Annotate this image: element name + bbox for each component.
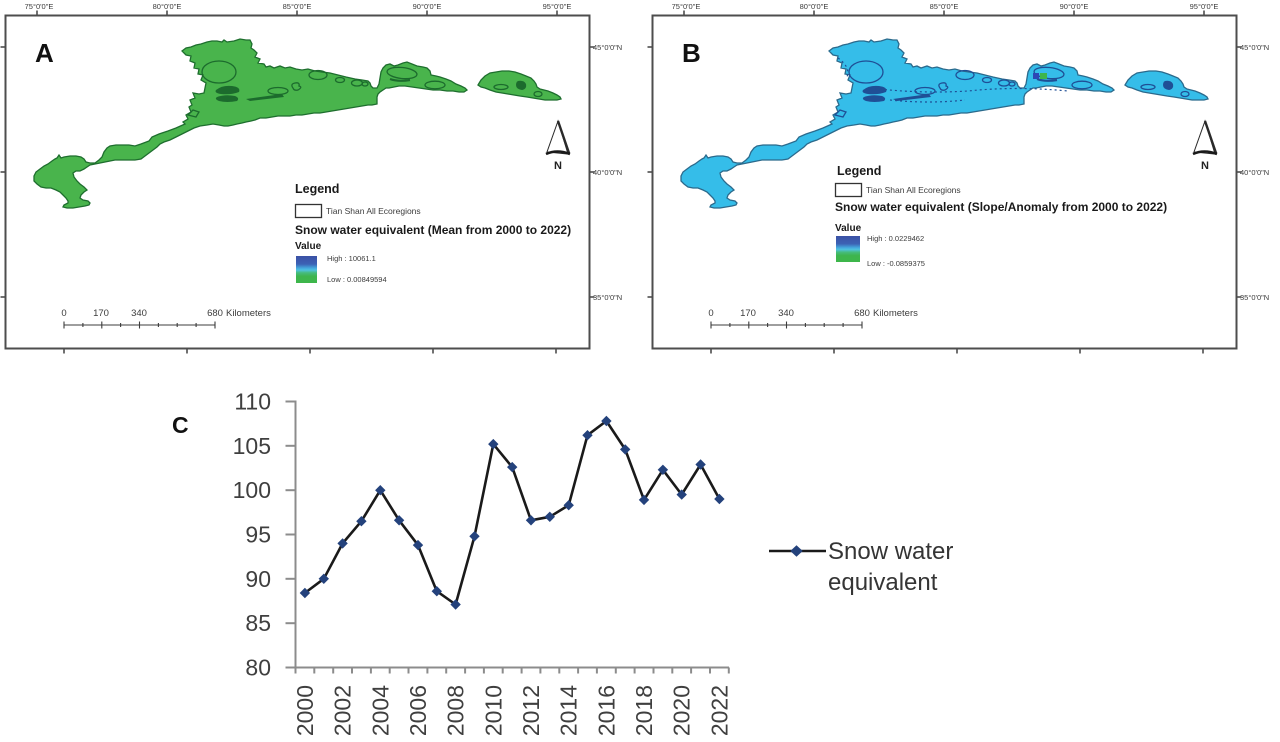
svg-text:Snow water: Snow water <box>828 538 953 565</box>
svg-text:45°0'0"N: 45°0'0"N <box>1240 43 1269 52</box>
svg-text:110: 110 <box>234 389 271 415</box>
svg-text:C: C <box>172 412 189 438</box>
svg-text:40°0'0"N: 40°0'0"N <box>1240 168 1269 177</box>
svg-text:2002: 2002 <box>330 685 356 736</box>
svg-text:Snow water equivalent (Slope/A: Snow water equivalent (Slope/Anomaly fro… <box>835 200 1167 214</box>
svg-text:2022: 2022 <box>706 685 732 736</box>
svg-text:35°0'0"N: 35°0'0"N <box>593 293 622 302</box>
svg-text:40°0'0"N: 40°0'0"N <box>593 168 622 177</box>
svg-text:High : 0.0229462: High : 0.0229462 <box>867 234 924 243</box>
svg-text:2014: 2014 <box>556 685 582 736</box>
svg-text:2012: 2012 <box>518 685 544 736</box>
svg-text:N: N <box>554 160 562 172</box>
svg-text:2000: 2000 <box>292 685 318 736</box>
svg-text:2018: 2018 <box>631 685 657 736</box>
svg-text:equivalent: equivalent <box>828 569 938 596</box>
svg-text:A: A <box>35 38 54 68</box>
svg-text:Value: Value <box>295 241 322 252</box>
svg-text:2006: 2006 <box>405 685 431 736</box>
svg-text:Legend: Legend <box>295 182 339 196</box>
svg-text:N: N <box>1201 160 1209 172</box>
svg-text:2016: 2016 <box>593 685 619 736</box>
svg-text:Tian Shan All Ecoregions: Tian Shan All Ecoregions <box>326 206 421 216</box>
svg-text:100: 100 <box>233 477 271 503</box>
svg-text:105: 105 <box>233 433 271 459</box>
svg-text:Legend: Legend <box>837 164 881 178</box>
svg-text:80: 80 <box>245 655 271 681</box>
svg-text:High : 10061.1: High : 10061.1 <box>327 254 376 263</box>
svg-text:95: 95 <box>245 522 271 548</box>
svg-text:2004: 2004 <box>367 685 393 736</box>
svg-text:Low : 0.00849594: Low : 0.00849594 <box>327 275 387 284</box>
svg-text:90: 90 <box>245 566 271 592</box>
svg-text:45°0'0"N: 45°0'0"N <box>593 43 622 52</box>
svg-text:Value: Value <box>835 223 862 234</box>
svg-text:35°0'0"N: 35°0'0"N <box>1240 293 1269 302</box>
svg-text:2010: 2010 <box>480 685 506 736</box>
svg-text:85: 85 <box>245 610 271 636</box>
svg-text:Snow water equivalent (Mean fr: Snow water equivalent (Mean from 2000 to… <box>295 223 571 237</box>
svg-text:B: B <box>682 38 701 68</box>
svg-text:2020: 2020 <box>669 685 695 736</box>
svg-text:Tian Shan All Ecoregions: Tian Shan All Ecoregions <box>866 185 961 195</box>
svg-text:Low : -0.0859375: Low : -0.0859375 <box>867 259 925 268</box>
svg-text:2008: 2008 <box>443 685 469 736</box>
